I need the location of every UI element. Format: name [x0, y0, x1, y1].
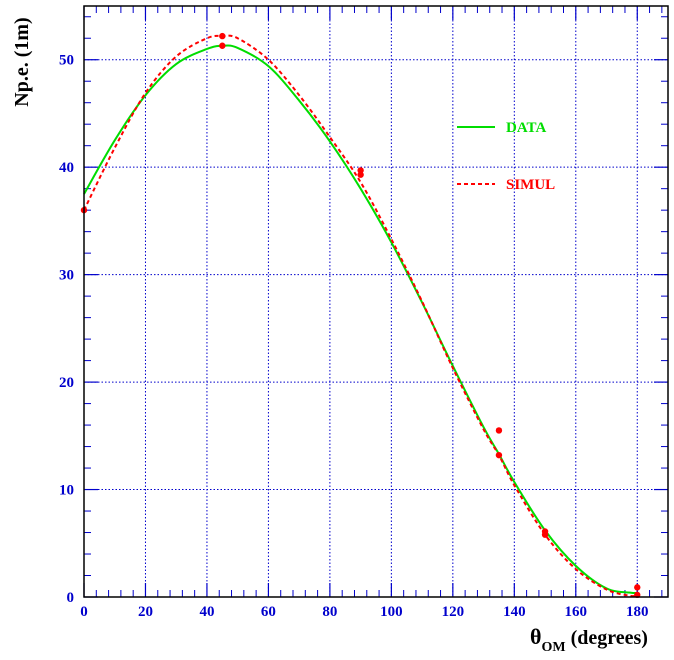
x-tick-label: 100: [380, 604, 403, 620]
y-axis-title: Np.e. (1m): [11, 17, 33, 106]
x-tick-label: 20: [138, 604, 153, 620]
legend-label-simul: SIMUL: [506, 177, 555, 193]
data-point: [219, 43, 225, 49]
x-tick-label: 160: [565, 604, 588, 620]
x-tick-label: 140: [503, 604, 526, 620]
series-line-simul: [84, 36, 637, 596]
x-tick-label: 40: [199, 604, 214, 620]
x-tick-label: 60: [261, 604, 276, 620]
x-axis-title-units: (degrees): [566, 627, 648, 649]
grid-lines: [84, 6, 668, 597]
data-point: [496, 452, 502, 458]
x-axis-title-theta: θ: [530, 624, 541, 649]
data-markers: [81, 33, 641, 598]
y-tick-label: 20: [59, 375, 74, 391]
data-point: [219, 33, 225, 39]
axis-ticks: [84, 6, 668, 597]
tick-labels: 0 20 40 60 80 100 120 140 160 180 0 10 20 30 40 50: [59, 53, 649, 620]
data-point: [496, 427, 502, 433]
y-tick-label: 50: [59, 53, 74, 69]
data-point: [542, 531, 548, 537]
y-tick-label: 40: [59, 160, 74, 176]
plot-frame: [84, 6, 668, 597]
legend-label-data: DATA: [506, 120, 546, 136]
data-point: [634, 584, 640, 590]
y-tick-label: 30: [59, 268, 74, 284]
x-axis-title: θOM (degrees): [530, 624, 648, 655]
x-tick-label: 120: [442, 604, 465, 620]
series-line-data: [84, 45, 637, 593]
y-tick-label: 0: [67, 590, 75, 606]
x-tick-label: 180: [626, 604, 649, 620]
x-tick-label: 0: [80, 604, 88, 620]
legend: DATA SIMUL: [457, 120, 555, 193]
x-tick-label: 80: [322, 604, 337, 620]
y-tick-label: 10: [59, 483, 74, 499]
series-lines: [84, 36, 637, 596]
x-axis-title-subscript: OM: [541, 640, 565, 655]
data-point: [357, 172, 363, 178]
